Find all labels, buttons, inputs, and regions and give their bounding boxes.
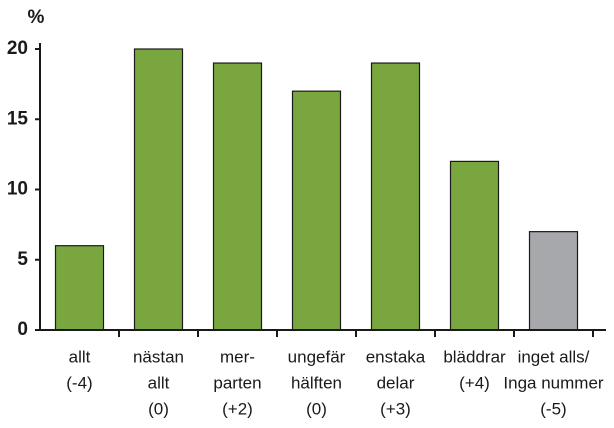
bar: [370, 62, 421, 331]
y-tick-label: 15: [7, 108, 29, 129]
y-tick-label: 0: [17, 319, 28, 340]
x-tick-label: enstaka: [366, 347, 426, 366]
x-tick-label: allt: [69, 347, 91, 366]
bar: [528, 231, 579, 331]
x-tick-label: Inga nummer: [503, 373, 603, 392]
bar: [449, 160, 500, 331]
x-tick-label: delar: [377, 373, 415, 392]
x-tick-label: (+3): [380, 399, 411, 418]
bar: [291, 90, 342, 331]
x-tick-label: (+4): [459, 373, 490, 392]
x-tick-label: (0): [306, 399, 327, 418]
x-tick-label: hälften: [291, 373, 342, 392]
x-tick-label: (-5): [540, 399, 566, 418]
y-tick-label: 10: [7, 179, 28, 200]
bar: [54, 245, 105, 331]
y-tick-label: 20: [7, 38, 28, 59]
x-tick-label: inget alls/: [518, 347, 590, 366]
x-tick-label: ungefär: [288, 347, 346, 366]
y-tick-label: 5: [17, 249, 28, 270]
bar: [212, 62, 263, 331]
x-tick-label: nästan: [133, 347, 184, 366]
x-tick-label: (+2): [222, 399, 253, 418]
x-tick-label: (0): [148, 399, 169, 418]
bar: [133, 48, 184, 331]
x-tick-label: mer-: [220, 347, 255, 366]
x-tick-label: bläddrar: [443, 347, 506, 366]
x-tick-label: allt: [148, 373, 170, 392]
y-axis-label: %: [28, 7, 45, 28]
x-tick-label: parten: [213, 373, 261, 392]
x-tick-label: (-4): [66, 373, 92, 392]
